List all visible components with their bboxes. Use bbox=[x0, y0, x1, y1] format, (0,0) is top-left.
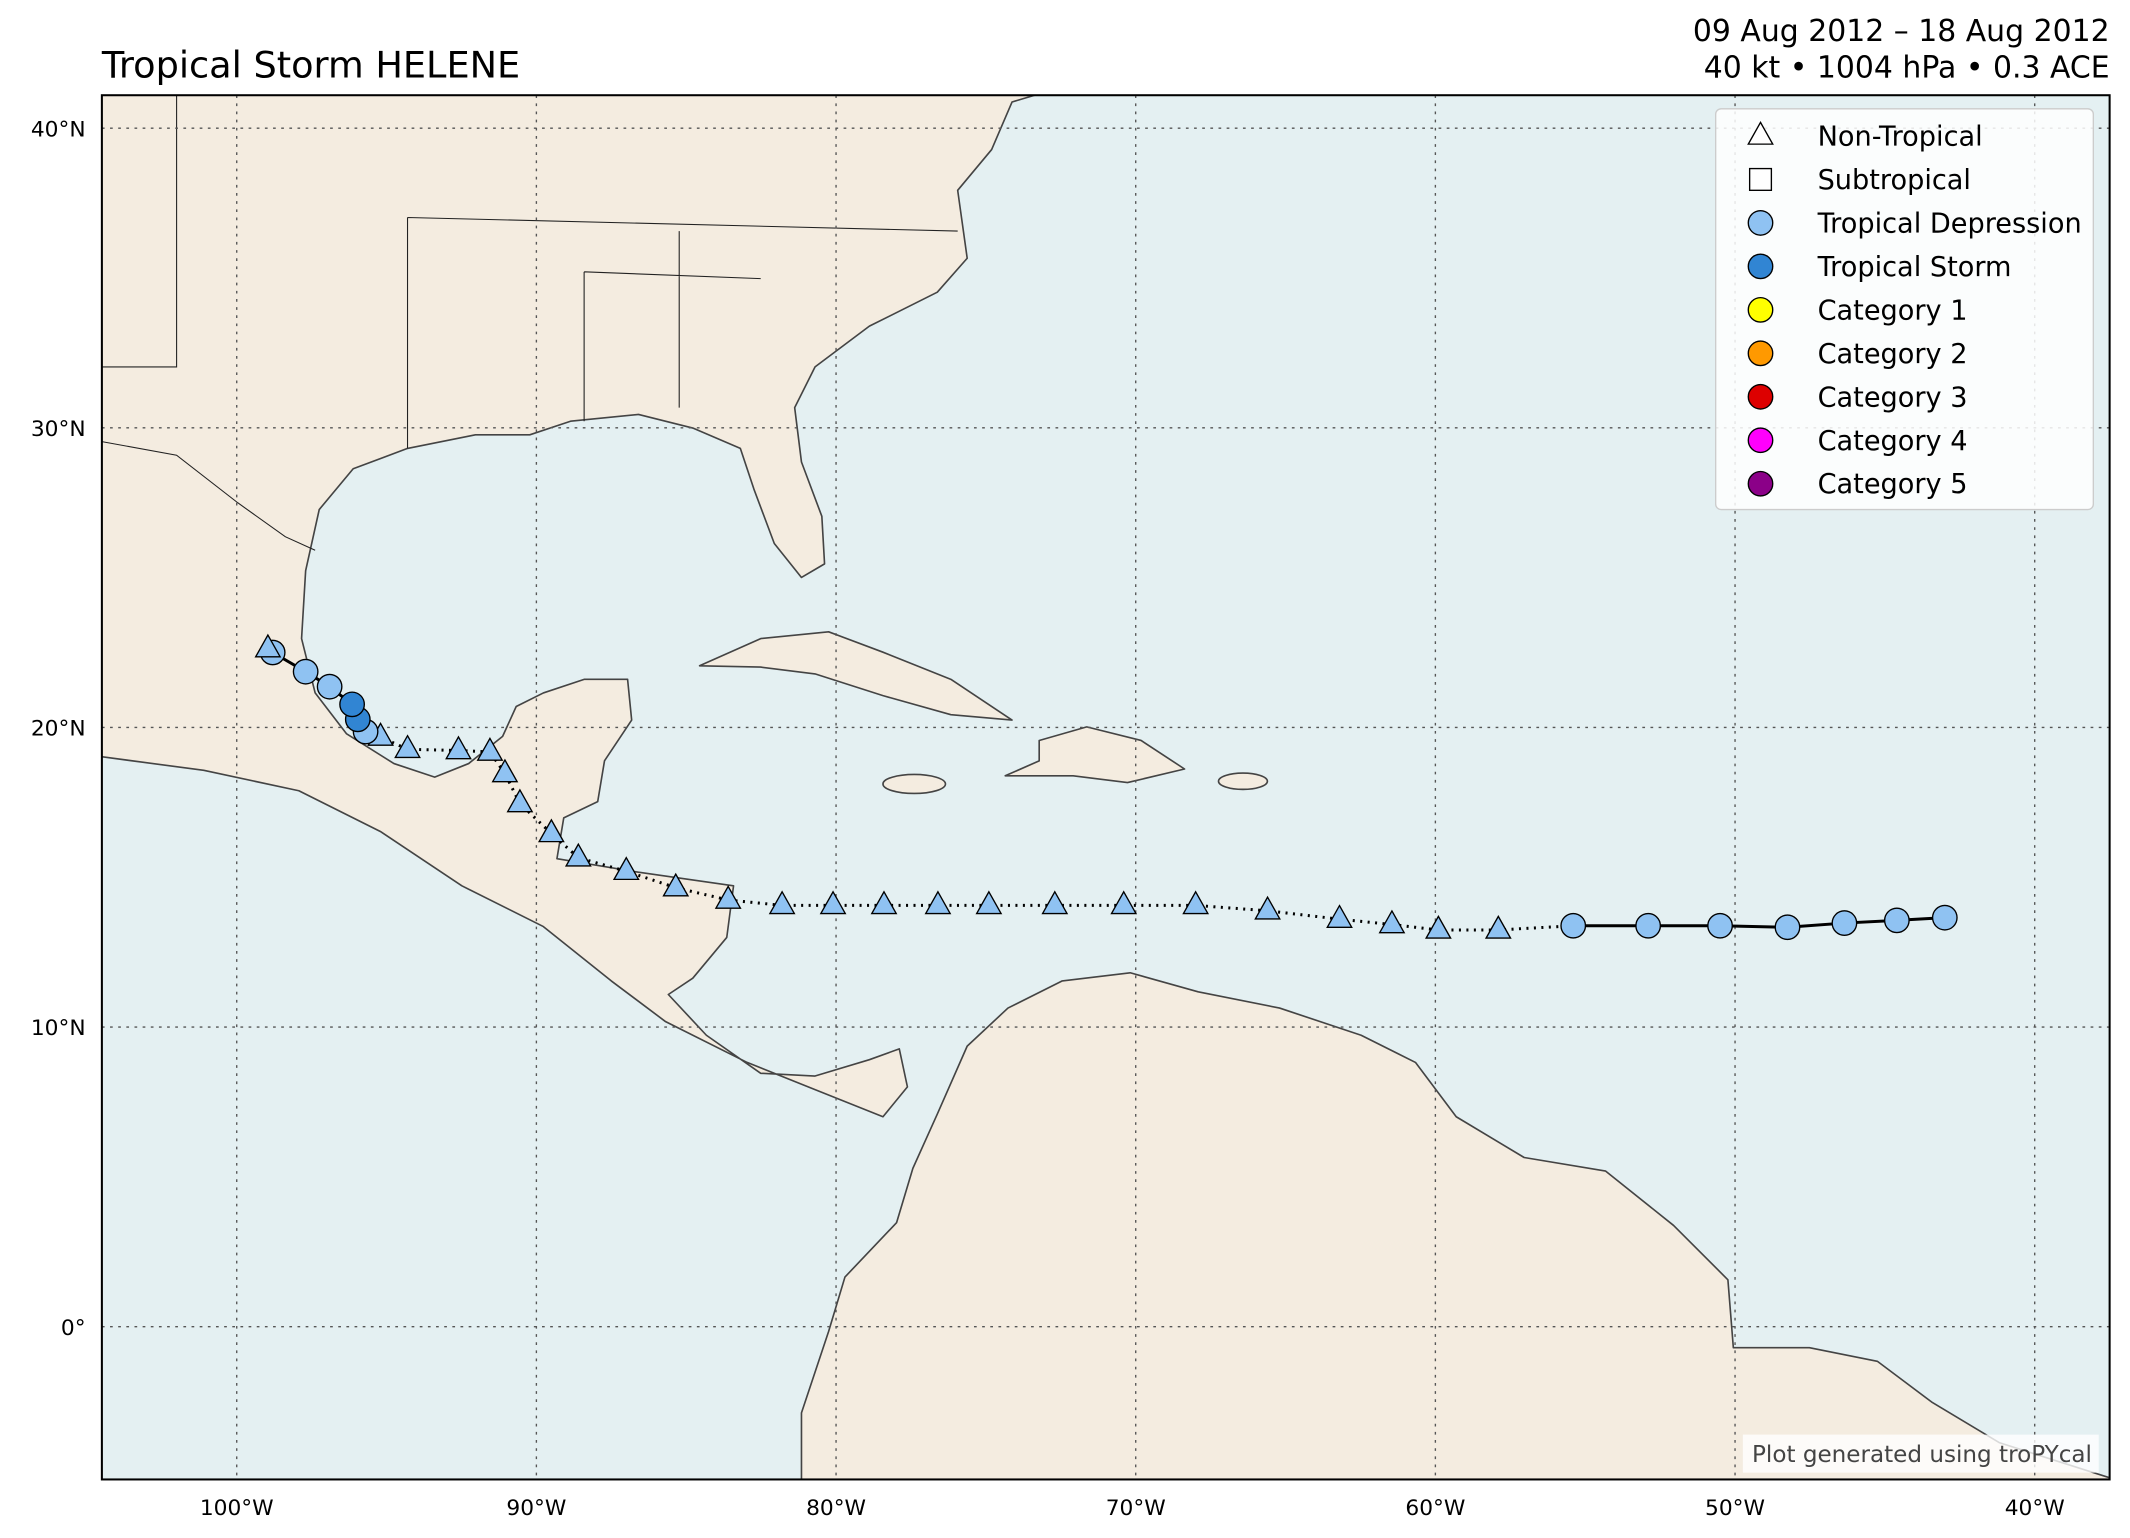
track-point bbox=[1484, 914, 1512, 939]
jamaica bbox=[882, 773, 947, 795]
x-tick-label: 50°W bbox=[1705, 1496, 1765, 1521]
legend-marker bbox=[1747, 427, 1774, 454]
legend-label: Category 1 bbox=[1818, 295, 1968, 326]
track-segment bbox=[577, 856, 627, 873]
track-point bbox=[254, 633, 282, 658]
legend-marker bbox=[1747, 296, 1774, 323]
track-point bbox=[1041, 890, 1069, 915]
legend-marker bbox=[1747, 383, 1774, 410]
track-segment bbox=[1195, 903, 1268, 913]
state-borders bbox=[101, 95, 958, 449]
x-tick-label: 100°W bbox=[200, 1496, 274, 1521]
track-point bbox=[1774, 914, 1801, 941]
track-point bbox=[975, 890, 1003, 915]
x-tick-label: 90°W bbox=[506, 1496, 566, 1521]
track-segment bbox=[1339, 917, 1393, 927]
legend-label: Tropical Depression bbox=[1817, 208, 2082, 239]
track-point bbox=[537, 818, 565, 843]
track-point bbox=[1378, 909, 1406, 934]
subtitle-dates: 09 Aug 2012 – 18 Aug 2012 bbox=[1693, 14, 2110, 49]
track-segment bbox=[728, 898, 783, 907]
title: Tropical Storm HELENE bbox=[101, 44, 520, 87]
track-point bbox=[394, 734, 421, 759]
y-tick-label: 30°N bbox=[31, 417, 86, 442]
cuba bbox=[698, 630, 1013, 721]
legend-marker bbox=[1747, 253, 1774, 280]
x-tick-label: 40°W bbox=[2005, 1496, 2065, 1521]
credit-box bbox=[1742, 1434, 2099, 1473]
us-mexico-border bbox=[101, 441, 316, 551]
legend-label: Subtropical bbox=[1818, 165, 1971, 196]
track-point bbox=[1254, 895, 1281, 920]
track-point bbox=[1424, 914, 1452, 939]
puerto-rico bbox=[1217, 772, 1269, 791]
track-segment bbox=[1267, 909, 1340, 921]
y-tick-label: 20°N bbox=[31, 717, 86, 742]
track-segment bbox=[407, 747, 459, 752]
x-tick-label: 70°W bbox=[1106, 1496, 1166, 1521]
track-point bbox=[292, 658, 319, 685]
track-point bbox=[445, 735, 472, 760]
track-point bbox=[1110, 890, 1138, 915]
track-point bbox=[1635, 912, 1662, 939]
track-point bbox=[491, 758, 519, 783]
legend: Non-Tropical Subtropical Tropical Depressi… bbox=[1747, 121, 2082, 500]
track-segment bbox=[1498, 924, 1574, 932]
track-point bbox=[316, 673, 343, 700]
legend-label: Category 5 bbox=[1818, 469, 1968, 500]
legend-label: Tropical Storm bbox=[1817, 252, 2012, 283]
legend-marker bbox=[1747, 121, 1774, 145]
track-point bbox=[1326, 904, 1353, 929]
track-point bbox=[476, 737, 504, 761]
legend-box bbox=[1715, 108, 2095, 511]
legend-label: Category 3 bbox=[1818, 382, 1968, 413]
north-central-america bbox=[101, 95, 1038, 1118]
track-segment bbox=[458, 748, 491, 754]
track-segment bbox=[625, 869, 677, 890]
legend-label: Non-Tropical bbox=[1818, 121, 1983, 152]
track-point bbox=[1560, 912, 1587, 939]
track-point bbox=[612, 856, 640, 881]
legend-marker bbox=[1748, 167, 1773, 191]
x-tick-label: 80°W bbox=[806, 1496, 866, 1521]
legend-marker bbox=[1747, 210, 1774, 236]
legend-label: Category 2 bbox=[1818, 339, 1968, 370]
track-point bbox=[1831, 910, 1858, 936]
track-point bbox=[506, 788, 534, 813]
track-layer bbox=[254, 633, 1958, 941]
track-point bbox=[564, 842, 592, 867]
map-frame bbox=[100, 94, 2111, 1481]
legend-marker bbox=[1747, 470, 1774, 497]
track-point bbox=[819, 890, 847, 915]
legend-label: Category 4 bbox=[1818, 426, 1968, 457]
land-layer bbox=[101, 95, 2110, 1480]
y-tick-label: 40°N bbox=[31, 117, 86, 142]
track-point bbox=[339, 691, 366, 718]
track-segment bbox=[503, 772, 522, 805]
credit: Plot generated using troPYcal bbox=[1752, 1442, 2092, 1468]
south-america bbox=[800, 971, 2110, 1480]
legend-marker bbox=[1747, 340, 1774, 367]
y-tick-label: 0° bbox=[61, 1316, 86, 1341]
track-point bbox=[1182, 890, 1210, 915]
track-point bbox=[1931, 904, 1958, 931]
track-point bbox=[924, 890, 952, 915]
track-point bbox=[1883, 907, 1910, 934]
subtitle-stats: 40 kt • 1004 hPa • 0.3 ACE bbox=[1704, 51, 2110, 86]
track-point bbox=[714, 885, 742, 909]
y-tick-label: 10°N bbox=[31, 1016, 86, 1041]
track-point bbox=[662, 872, 690, 897]
track-point bbox=[870, 890, 898, 915]
x-tick-label: 60°W bbox=[1405, 1496, 1465, 1521]
track-point bbox=[768, 890, 796, 915]
hispaniola bbox=[1004, 726, 1186, 784]
track-point bbox=[1707, 912, 1733, 939]
